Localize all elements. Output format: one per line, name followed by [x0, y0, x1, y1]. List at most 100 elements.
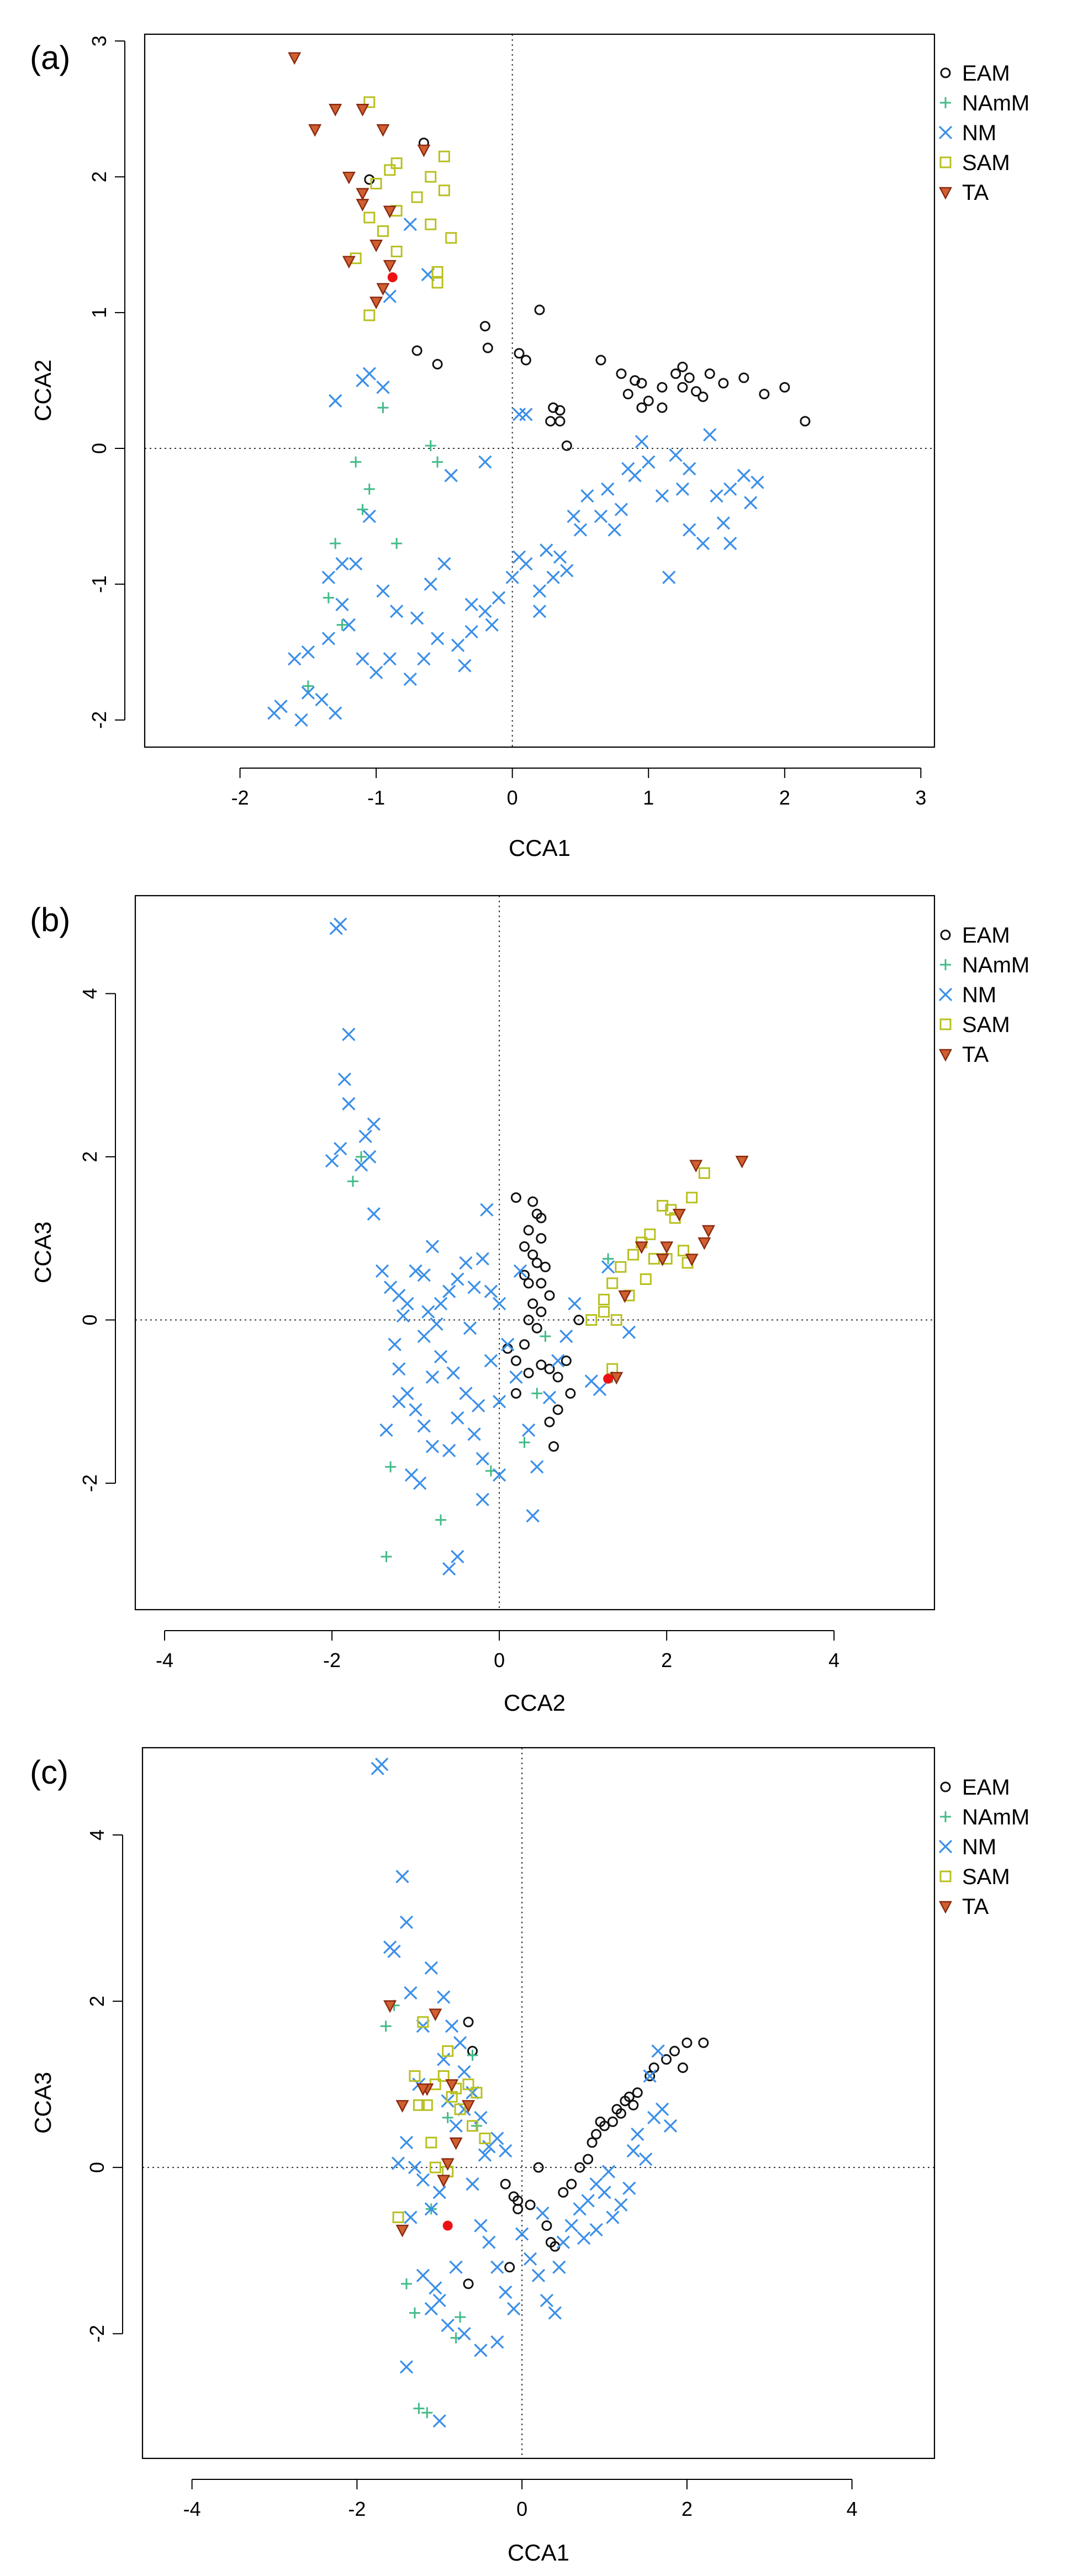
point-nm — [710, 489, 723, 503]
point-nm — [392, 1395, 406, 1409]
point-sam — [363, 96, 376, 108]
point-namm — [435, 1514, 447, 1526]
point-nm — [723, 482, 737, 496]
point-nm — [556, 2235, 570, 2249]
point-eam — [519, 1241, 530, 1252]
point-eam — [661, 2054, 672, 2065]
point-nm — [522, 1423, 536, 1437]
legend-entry-ta: TA — [939, 181, 989, 205]
point-eam — [523, 1314, 534, 1325]
point-nm — [540, 2293, 554, 2308]
point-nm — [301, 686, 315, 700]
legend-entry-eam: EAM — [940, 1775, 1010, 1800]
point-sam — [421, 2099, 433, 2111]
point-eam — [544, 1363, 555, 1374]
panel-b-label: (b) — [30, 901, 70, 938]
point-nm — [335, 597, 349, 611]
legend-symbol-ta — [939, 1049, 952, 1062]
point-eam — [536, 1233, 547, 1244]
point-eam — [628, 2099, 639, 2110]
point-ta — [685, 1253, 699, 1267]
point-ta — [329, 104, 342, 117]
legend-circle-icon — [940, 929, 951, 940]
point-nm — [484, 1284, 498, 1298]
point-namm — [350, 456, 362, 468]
legend-circle-icon — [940, 67, 951, 78]
legend-entry-namm: NAmM — [940, 91, 1029, 115]
legend-plus-icon — [940, 97, 951, 108]
point-namm — [380, 2020, 392, 2032]
legend-symbol-ta — [939, 187, 952, 200]
point-eam — [463, 2017, 474, 2028]
point-nm — [499, 2144, 513, 2158]
point-sam — [446, 2091, 458, 2103]
point-nm — [560, 564, 574, 578]
point-nm — [622, 1325, 636, 1339]
point-sam — [425, 218, 437, 230]
highlight-point — [442, 2220, 453, 2231]
point-nm — [342, 1097, 356, 1110]
legend-symbol-sam — [939, 1018, 952, 1030]
point-namm — [442, 2112, 453, 2123]
point-sam — [417, 2016, 429, 2028]
point-nm — [442, 1284, 456, 1298]
legend-cross-icon — [938, 1839, 953, 1854]
point-ta — [383, 260, 397, 273]
point-eam — [622, 389, 633, 400]
point-sam — [677, 1245, 689, 1257]
point-eam — [607, 2116, 618, 2127]
point-nm — [540, 543, 553, 557]
point-eam — [800, 416, 811, 427]
point-nm — [601, 482, 615, 496]
point-nm — [663, 2119, 678, 2133]
point-namm — [363, 483, 375, 495]
panel-a-plot-frame — [144, 33, 936, 748]
legend-entry-ta: TA — [939, 1043, 989, 1067]
point-eam — [552, 1372, 563, 1383]
point-namm — [603, 1253, 614, 1265]
point-eam — [536, 1306, 547, 1318]
panel-c-plot-frame — [141, 1747, 936, 2459]
point-nm — [669, 448, 683, 462]
point-ta — [449, 2137, 463, 2150]
point-nm — [526, 1509, 540, 1523]
point-namm — [356, 1151, 367, 1162]
legend-symbol-eam — [940, 929, 951, 940]
point-sam — [425, 2136, 437, 2149]
x-tick-label: 2 — [682, 2498, 693, 2520]
point-sam — [438, 150, 450, 162]
point-namm — [413, 2403, 425, 2414]
point-eam — [411, 345, 422, 356]
point-nm — [474, 2110, 488, 2124]
x-tick-label: -4 — [156, 1649, 173, 1672]
y-tick-label: -1 — [88, 575, 110, 593]
point-sam — [657, 1200, 669, 1212]
point-eam — [691, 386, 702, 397]
point-ta — [356, 188, 369, 201]
point-nm — [553, 550, 567, 564]
point-nm — [410, 611, 424, 625]
point-nm — [536, 2206, 550, 2220]
point-eam — [704, 368, 715, 379]
point-sam — [390, 245, 403, 257]
point-nm — [375, 1264, 389, 1278]
point-eam — [565, 1388, 576, 1399]
legend-label-eam: EAM — [962, 923, 1010, 948]
point-nm — [492, 1297, 506, 1310]
point-sam — [363, 309, 376, 321]
point-nm — [442, 1562, 456, 1576]
x-tick-label: 0 — [494, 1649, 505, 1672]
point-eam — [534, 304, 545, 315]
point-nm — [573, 523, 588, 537]
point-namm — [330, 538, 341, 549]
legend-label-namm: NAmM — [962, 953, 1029, 977]
legend-entry-sam: SAM — [939, 1865, 1010, 1889]
legend-symbol-nm — [938, 987, 953, 1002]
point-eam — [510, 1192, 521, 1203]
point-nm — [392, 1362, 406, 1376]
point-ta — [635, 1241, 648, 1254]
point-sam — [585, 1314, 598, 1326]
point-eam — [533, 2162, 544, 2173]
point-eam — [514, 348, 525, 359]
